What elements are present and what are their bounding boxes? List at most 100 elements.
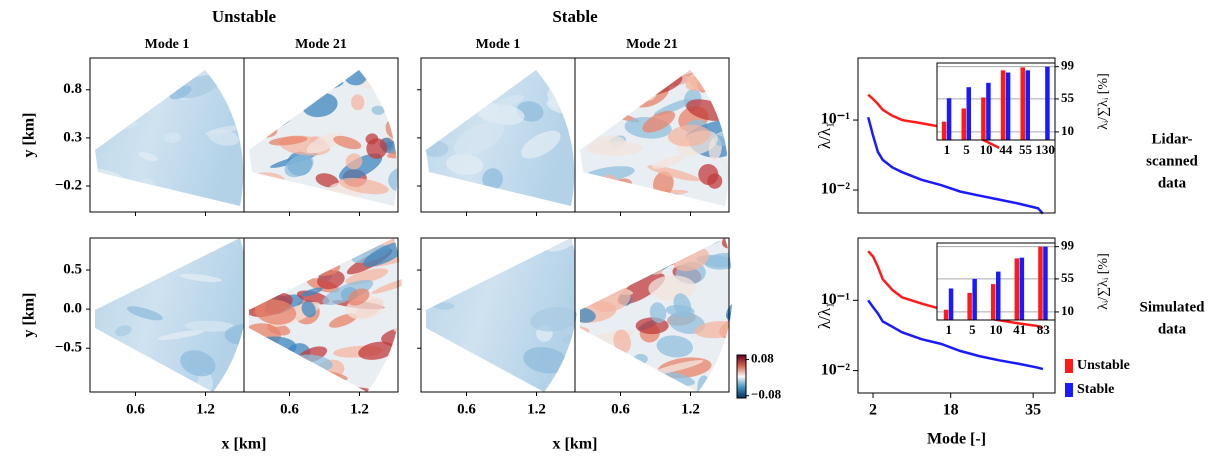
field-blob	[580, 74, 603, 100]
field-blob	[328, 313, 358, 328]
field-blob	[249, 264, 268, 278]
field-blob	[262, 102, 278, 113]
x-tick-label: 0.6	[280, 401, 299, 417]
field-blob	[704, 252, 733, 270]
field-blob	[343, 70, 369, 86]
inset-x-tick-label: 5	[963, 142, 970, 157]
field-blob	[315, 204, 355, 236]
field-blob	[580, 95, 612, 117]
field-blob	[347, 288, 370, 306]
field-blob	[339, 177, 389, 195]
field-blob	[249, 70, 273, 95]
field-blob	[366, 138, 388, 159]
inset-bar	[1014, 258, 1020, 320]
field-blob	[275, 205, 327, 206]
field	[580, 215, 733, 392]
inset-x-tick-label: 130	[1035, 142, 1055, 157]
panel-frame	[574, 57, 730, 213]
inset-bar	[967, 292, 972, 320]
inset-bar	[1038, 246, 1043, 320]
field-bg	[95, 238, 244, 392]
field-blob	[236, 39, 278, 74]
field-blob	[634, 86, 657, 102]
field-blob	[300, 71, 334, 84]
colorbar	[736, 354, 747, 399]
field-blob	[580, 243, 610, 254]
inset-y-label: λᵢ/∑λᵢ [%]	[1096, 253, 1111, 310]
field-blob	[169, 85, 192, 100]
field-blob	[151, 70, 166, 82]
field-blob	[115, 325, 132, 337]
field-blob	[580, 307, 596, 323]
field-blob	[358, 341, 395, 360]
y-tick-label: 10⁻²	[821, 181, 850, 198]
field-blob	[95, 258, 132, 279]
y-tick-label: 0.3	[63, 129, 82, 145]
field-panel	[574, 0, 768, 213]
line	[867, 299, 1044, 371]
x-tick-label: 18	[943, 402, 959, 419]
field-blob	[277, 70, 318, 93]
field-blob	[630, 238, 644, 263]
field-blob	[628, 195, 670, 204]
x-axis-label: x [km]	[222, 436, 267, 453]
inset-x-tick-label: 5	[969, 322, 976, 337]
field-blob	[584, 80, 603, 97]
inset-bar	[996, 271, 1001, 320]
field-blob	[334, 244, 352, 265]
field-blob	[580, 354, 599, 363]
inset-y-tick-label: 10	[1061, 303, 1074, 318]
field-blob	[315, 173, 339, 188]
inset-bar	[1005, 72, 1011, 140]
field-blob	[612, 77, 643, 86]
side-label: Simulated	[1139, 299, 1205, 315]
x-tick-label: 0.6	[457, 401, 476, 417]
field-blob	[581, 92, 613, 117]
field-panel	[574, 215, 733, 393]
field-blob	[278, 238, 294, 255]
field-blob	[642, 110, 676, 133]
x-tick-label: 0.6	[611, 401, 630, 417]
field-blob	[249, 70, 294, 76]
inset-y-label: λᵢ/∑λᵢ [%]	[1096, 73, 1111, 130]
panel-title: Mode 1	[476, 37, 521, 52]
field-blob	[580, 181, 615, 188]
field-blob	[580, 238, 625, 247]
field-blob	[693, 0, 740, 21]
field-blob	[697, 375, 711, 392]
field-blob	[656, 335, 693, 358]
field-blob	[590, 215, 610, 239]
field-blob	[589, 192, 635, 206]
x-axis-label: Mode [-]	[927, 431, 986, 448]
inset-bar	[948, 288, 954, 320]
field-blob	[249, 82, 256, 104]
legend-swatch	[1065, 359, 1073, 373]
y-axis-label: y [km]	[21, 293, 38, 338]
field-blob	[580, 238, 617, 246]
panel-frame	[243, 237, 399, 393]
x-tick-label: 1.2	[681, 401, 700, 417]
field-blob	[238, 28, 289, 70]
field-blob	[601, 367, 651, 389]
inset-frame	[936, 242, 1056, 321]
inset-x-tick-label: 41	[1013, 322, 1026, 337]
field-blob	[453, 121, 504, 156]
field-blob	[482, 168, 503, 190]
field-blob	[650, 359, 704, 375]
field-blob	[746, 139, 768, 164]
field-blob	[609, 71, 637, 87]
field-blob	[388, 167, 398, 193]
field-blob	[580, 238, 622, 260]
side-label: Lidar-	[1151, 131, 1192, 147]
field-blob	[333, 135, 362, 150]
field-blob	[454, 359, 489, 383]
field-blob	[371, 252, 402, 267]
x-tick-label: 1.2	[196, 401, 215, 417]
inset-x-tick-label: 44	[999, 142, 1013, 157]
field-blob	[521, 130, 561, 159]
field-blob	[205, 125, 242, 136]
legend-label: Stable	[1077, 382, 1114, 397]
field-blob	[530, 306, 579, 332]
field-blob	[249, 70, 267, 75]
field-blob	[443, 254, 484, 272]
